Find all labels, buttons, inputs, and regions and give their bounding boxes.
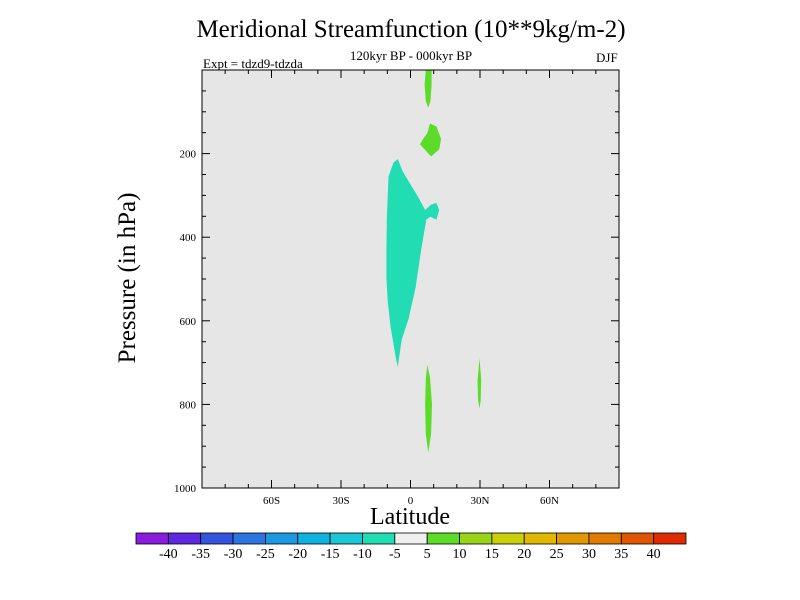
colorbar-label: 30 bbox=[582, 547, 596, 562]
colorbar-label: -40 bbox=[159, 547, 178, 562]
chart-subtitle: 120kyr BP - 000kyr BP bbox=[349, 48, 473, 63]
colorbar-label: 35 bbox=[614, 547, 628, 562]
y-tick-label: 600 bbox=[180, 316, 197, 328]
x-axis-label: Latitude bbox=[370, 504, 450, 530]
colorbar-swatch bbox=[556, 532, 590, 545]
contour-region-negative-cell-tropics bbox=[386, 159, 440, 367]
colorbar-label: 10 bbox=[453, 547, 467, 562]
colorbar-label: 20 bbox=[517, 547, 531, 562]
contour-region-positive-cell-top bbox=[424, 70, 432, 108]
colorbar-label: -20 bbox=[288, 547, 307, 562]
colorbar-swatch bbox=[232, 532, 266, 545]
colorbar-swatch bbox=[200, 532, 234, 545]
colorbar-swatch bbox=[523, 532, 557, 545]
y-tick-label: 800 bbox=[180, 399, 197, 411]
colorbar-swatch bbox=[588, 532, 622, 545]
colorbar-swatch bbox=[329, 532, 363, 545]
y-tick-label: 200 bbox=[180, 149, 197, 161]
x-tick-label: 60S bbox=[263, 495, 280, 507]
colorbar-swatch bbox=[297, 532, 331, 545]
colorbar: -40 -35 -30 -25 -20 -15 -10 -5 5 10 15 20 25 30 35 40 bbox=[135, 532, 687, 562]
y-tick-label: 400 bbox=[180, 232, 197, 244]
plot-frame bbox=[201, 69, 620, 489]
contour-region-positive-cell-lower bbox=[425, 364, 432, 453]
colorbar-label: 40 bbox=[647, 547, 661, 562]
colorbar-swatch bbox=[167, 532, 202, 545]
colorbar-swatch bbox=[135, 532, 169, 545]
colorbar-label: -25 bbox=[256, 547, 275, 562]
chart-title: Meridional Streamfunction (10**9kg/m-2) bbox=[196, 16, 626, 43]
colorbar-label: 25 bbox=[550, 547, 564, 562]
colorbar-swatch bbox=[426, 532, 460, 545]
colorbar-swatch bbox=[459, 532, 493, 545]
colorbar-label: -15 bbox=[321, 547, 340, 562]
x-tick-label: 30N bbox=[471, 495, 490, 507]
x-tick-label: 60N bbox=[540, 495, 559, 507]
colorbar-swatch bbox=[265, 532, 299, 545]
colorbar-label: -10 bbox=[353, 547, 372, 562]
colorbar-swatch bbox=[620, 532, 655, 545]
colorbar-label: -30 bbox=[224, 547, 243, 562]
season-label: DJF bbox=[596, 50, 618, 65]
colorbar-label: 15 bbox=[485, 547, 499, 562]
contour-region-positive-cell-upper bbox=[420, 123, 442, 157]
colorbar-swatch bbox=[362, 532, 396, 545]
contour-region-positive-cell-30n bbox=[477, 358, 482, 409]
experiment-label: Expt = tdzd9-tdzda bbox=[203, 56, 303, 71]
colorbar-label: -35 bbox=[191, 547, 210, 562]
colorbar-swatch bbox=[394, 532, 428, 545]
contour-regions bbox=[386, 70, 482, 453]
x-tick-label: 0 bbox=[408, 495, 414, 507]
colorbar-swatch bbox=[491, 532, 525, 545]
y-tick-label: 1000 bbox=[174, 483, 197, 495]
colorbar-swatch bbox=[653, 532, 687, 545]
colorbar-label: -5 bbox=[389, 547, 401, 562]
colorbar-label: 5 bbox=[424, 547, 431, 562]
axis-ticks: 60S 30S 0 30N 60N 200 400 600 800 1000 bbox=[174, 70, 619, 507]
x-tick-label: 30S bbox=[332, 495, 349, 507]
